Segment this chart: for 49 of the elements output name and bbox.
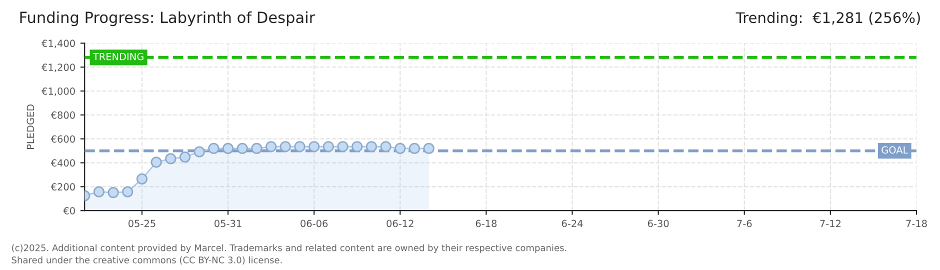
point [280, 141, 291, 152]
ref-line-label: TRENDING [92, 52, 144, 60]
point [122, 186, 134, 198]
point [208, 142, 220, 154]
x-tick-label: 7-12 [820, 220, 840, 228]
point [308, 141, 320, 152]
x-tick-label: 6-24 [562, 220, 583, 228]
chart-subtitle: Trending: €1,281 (256%) [736, 12, 920, 26]
y-tick-label: €600 [50, 135, 75, 143]
point [408, 142, 420, 154]
point [108, 186, 119, 198]
point [165, 153, 176, 164]
point [423, 142, 434, 154]
point [394, 142, 406, 154]
point [136, 173, 148, 184]
chart-title: Funding Progress: Labyrinth of Despair [20, 11, 316, 26]
y-tick-label: €1,400 [42, 40, 75, 48]
y-tick-label: €0 [63, 207, 75, 214]
text: Shared under the creative commons (CC BY-NC 3.0) license. [12, 256, 282, 264]
text: (c)2025. Additional content provided by Marcel. Trademarks and related content are owned by their respective companies. [12, 244, 566, 253]
point [366, 141, 378, 152]
point [380, 141, 392, 152]
x-tick-label: 7-18 [906, 220, 927, 228]
point [352, 141, 363, 152]
point [222, 142, 234, 154]
point [266, 141, 277, 152]
point [322, 141, 334, 152]
x-tick-label: 05-31 [214, 220, 242, 228]
y-tick-label: €800 [50, 111, 75, 119]
point [337, 141, 348, 152]
point [294, 141, 306, 152]
point [194, 146, 205, 158]
point [251, 142, 262, 154]
y-tick-label: €1,000 [42, 88, 75, 96]
x-tick-label: 6-18 [476, 220, 497, 228]
ref-line-label: GOAL [882, 146, 908, 154]
y-tick-label: €200 [50, 183, 75, 191]
point [179, 151, 191, 163]
point [236, 142, 248, 154]
x-tick-label: 06-12 [386, 220, 414, 228]
x-tick-label: 7-6 [737, 220, 752, 228]
point [150, 156, 162, 168]
y-tick-label: €400 [50, 159, 75, 167]
x-tick-label: 05-25 [128, 220, 156, 228]
point [93, 186, 104, 198]
y-axis-title: PLEDGED [26, 104, 34, 149]
x-tick-label: 6-30 [648, 220, 669, 228]
y-tick-label: €1,200 [42, 64, 75, 72]
x-tick-label: 06-06 [300, 220, 328, 228]
